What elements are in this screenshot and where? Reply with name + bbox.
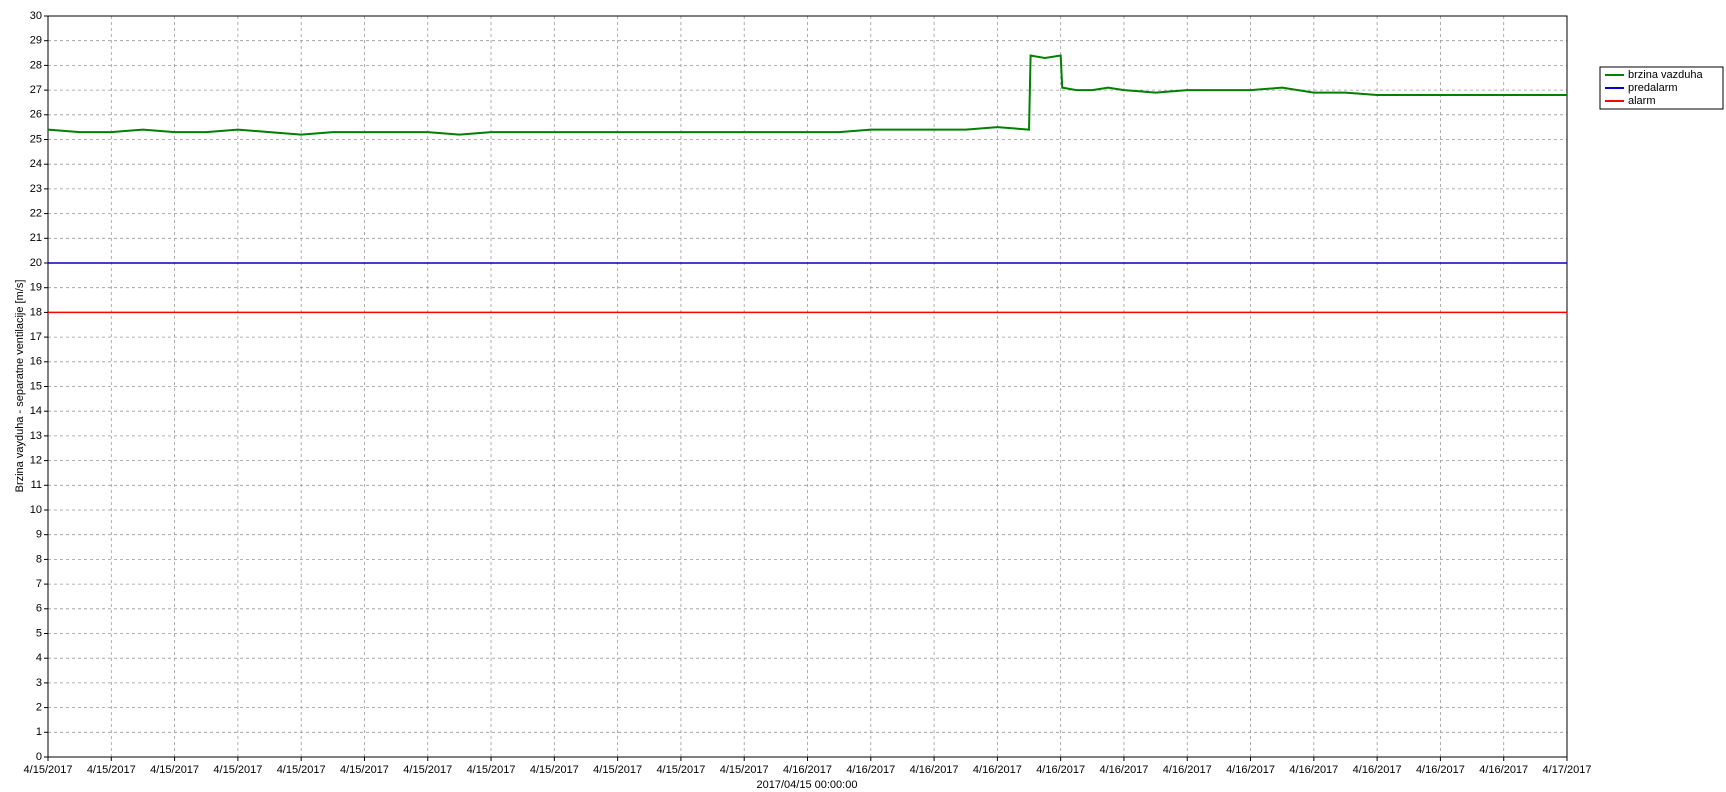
y-tick-label: 26 xyxy=(30,109,42,121)
x-axis-label: 2017/04/15 00:00:00 xyxy=(757,779,858,791)
x-tick-label: 4/16/2017 xyxy=(1416,764,1465,776)
x-tick-label: 4/17/2017 xyxy=(1543,764,1592,776)
x-tick-label: 4/16/2017 xyxy=(1226,764,1275,776)
x-tick-label: 4/15/2017 xyxy=(87,764,136,776)
x-tick-label: 4/15/2017 xyxy=(340,764,389,776)
y-tick-label: 15 xyxy=(30,380,42,392)
y-tick-label: 25 xyxy=(30,133,42,145)
x-tick-label: 4/16/2017 xyxy=(1479,764,1528,776)
x-tick-label: 4/16/2017 xyxy=(1289,764,1338,776)
y-tick-label: 17 xyxy=(30,331,42,343)
legend-label: predalarm xyxy=(1628,82,1678,94)
y-tick-label: 2 xyxy=(36,702,42,714)
y-tick-label: 30 xyxy=(30,10,42,22)
x-tick-label: 4/15/2017 xyxy=(530,764,579,776)
y-tick-label: 28 xyxy=(30,59,42,71)
y-tick-label: 14 xyxy=(30,405,42,417)
plot-frame xyxy=(47,15,1568,758)
y-tick-label: 13 xyxy=(30,430,42,442)
y-tick-label: 29 xyxy=(30,35,42,47)
y-tick-label: 6 xyxy=(36,603,42,615)
series-line xyxy=(47,54,1567,136)
x-tick-label: 4/15/2017 xyxy=(467,764,516,776)
y-tick-label: 16 xyxy=(30,356,42,368)
x-tick-label: 4/15/2017 xyxy=(656,764,705,776)
y-tick-label: 27 xyxy=(30,84,42,96)
x-tick-label: 4/15/2017 xyxy=(24,764,73,776)
x-tick-label: 4/16/2017 xyxy=(973,764,1022,776)
y-tick-label: 12 xyxy=(30,455,42,467)
y-tick-label: 21 xyxy=(30,232,42,244)
legend-label: brzina vazduha xyxy=(1628,69,1703,81)
x-tick-label: 4/16/2017 xyxy=(846,764,895,776)
y-tick-label: 18 xyxy=(30,306,42,318)
y-tick-label: 23 xyxy=(30,183,42,195)
x-tick-label: 4/15/2017 xyxy=(593,764,642,776)
x-tick-label: 4/15/2017 xyxy=(213,764,262,776)
y-tick-label: 0 xyxy=(36,751,42,763)
legend-label: alarm xyxy=(1628,95,1656,107)
x-tick-label: 4/15/2017 xyxy=(150,764,199,776)
y-axis-label: Brzina vayduha - separatne ventilacije [… xyxy=(14,280,26,493)
y-tick-label: 22 xyxy=(30,208,42,220)
y-tick-label: 9 xyxy=(36,529,42,541)
x-tick-label: 4/16/2017 xyxy=(910,764,959,776)
x-tick-label: 4/16/2017 xyxy=(1353,764,1402,776)
y-tick-label: 4 xyxy=(36,652,42,664)
y-tick-label: 10 xyxy=(30,504,42,516)
y-tick-label: 5 xyxy=(36,627,42,639)
y-tick-label: 11 xyxy=(31,479,42,491)
y-tick-label: 19 xyxy=(30,282,42,294)
x-tick-label: 4/16/2017 xyxy=(1163,764,1212,776)
x-tick-label: 4/16/2017 xyxy=(1099,764,1148,776)
x-tick-label: 4/15/2017 xyxy=(720,764,769,776)
y-tick-label: 24 xyxy=(30,158,42,170)
y-tick-label: 20 xyxy=(30,257,42,269)
x-tick-label: 4/15/2017 xyxy=(403,764,452,776)
x-tick-label: 4/16/2017 xyxy=(783,764,832,776)
y-tick-label: 3 xyxy=(36,677,42,689)
y-tick-label: 1 xyxy=(36,726,42,738)
y-tick-label: 8 xyxy=(36,553,42,565)
y-tick-label: 7 xyxy=(36,578,42,590)
x-tick-label: 4/15/2017 xyxy=(277,764,326,776)
x-tick-label: 4/16/2017 xyxy=(1036,764,1085,776)
